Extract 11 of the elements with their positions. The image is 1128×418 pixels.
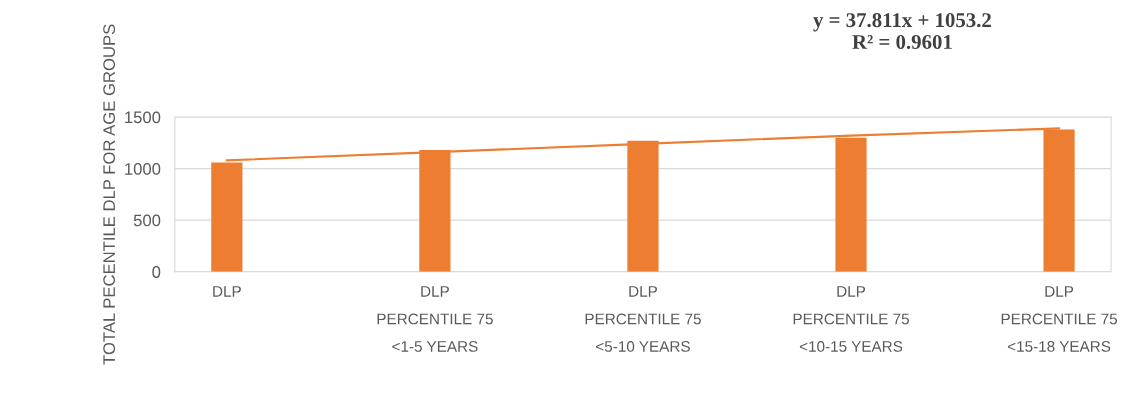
y-tick-label: 500	[133, 214, 161, 227]
x-tick-label: DLP PERCENTILE 75 <15-18 YEARS	[1001, 286, 1118, 352]
y-axis-title: TOTAL PECENTILE DLP FOR AGE GROUPS	[103, 24, 116, 365]
x-tick-label: DLP PERCENTILE 75 <1-5 YEARS	[377, 286, 493, 352]
x-tick-label: DLP PERCENTILE 75 <10-15 YEARS	[793, 286, 909, 352]
x-tick-label: DLP	[213, 286, 241, 297]
y-tick-label: 0	[152, 266, 161, 278]
x-tick-label: DLP PERCENTILE 75 <5-10 YEARS	[585, 286, 701, 352]
y-tick-label: 1500	[125, 111, 161, 124]
text: y = 37.811x + 1053.2 R² = 0.9601	[813, 13, 991, 50]
y-tick-label: 1000	[125, 162, 161, 175]
